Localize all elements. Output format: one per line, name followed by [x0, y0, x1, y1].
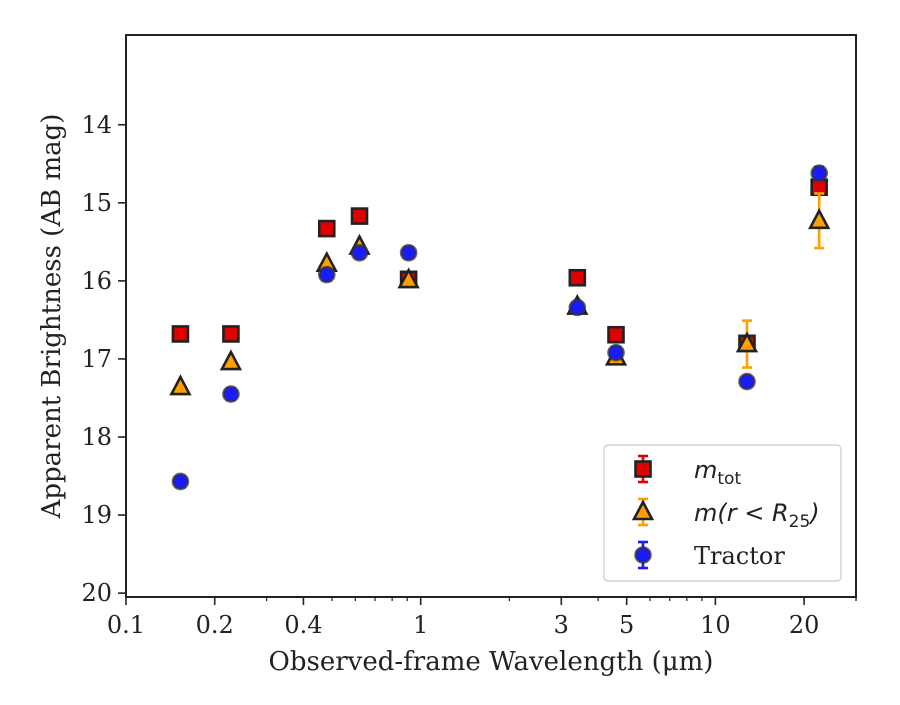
- y-axis-ticks: 14 15 16 17 18 19 20: [81, 111, 126, 607]
- square-marker: [171, 325, 190, 343]
- square-marker: [607, 325, 625, 344]
- square-marker: [317, 219, 336, 238]
- y-tick-label: 19: [81, 501, 112, 529]
- triangle-marker: [735, 331, 759, 353]
- triangle-marker: [631, 499, 655, 521]
- circle-marker: [399, 243, 418, 262]
- square-marker: [568, 268, 587, 287]
- circle-marker: [607, 343, 625, 362]
- series-square: [171, 178, 828, 353]
- x-tick-label: 20: [789, 611, 820, 639]
- x-axis-label: Observed-frame Wavelength (μm): [269, 647, 714, 677]
- square-marker: [350, 207, 369, 225]
- y-tick-label: 15: [81, 189, 112, 217]
- x-tick-label: 10: [700, 611, 731, 639]
- series-triangle: [169, 192, 831, 396]
- x-tick-label: 3: [554, 611, 569, 639]
- x-tick-label: 0.1: [107, 611, 145, 639]
- legend-label: mtot: [694, 456, 741, 489]
- x-tick-label: 5: [619, 611, 634, 639]
- legend: mtot m(r < R25) Tractor: [603, 444, 842, 582]
- circle-marker: [738, 372, 756, 391]
- y-axis-label: Apparent Brightness (AB mag): [37, 114, 67, 520]
- triangle-marker: [169, 374, 192, 396]
- series-circle: [171, 164, 828, 491]
- x-axis-ticks: 0.1 0.2 0.4 1 3 5 10 20: [107, 597, 857, 639]
- circle-marker: [568, 298, 587, 317]
- y-tick-label: 18: [81, 423, 112, 451]
- legend-label: Tractor: [694, 542, 785, 570]
- x-tick-label: 1: [413, 611, 428, 639]
- triangle-marker: [219, 349, 243, 371]
- circle-marker: [317, 265, 336, 284]
- triangle-marker: [397, 267, 420, 289]
- y-tick-label: 14: [81, 111, 112, 139]
- x-tick-label: 0.2: [196, 611, 234, 639]
- triangle-marker: [808, 207, 831, 230]
- square-marker: [222, 325, 240, 343]
- circle-marker: [810, 164, 828, 182]
- legend-label: m(r < R25): [694, 499, 820, 532]
- circle-marker: [350, 243, 369, 262]
- y-tick-label: 17: [81, 345, 112, 373]
- y-tick-label: 20: [81, 579, 112, 607]
- plot-frame: [125, 34, 857, 598]
- square-marker: [634, 460, 652, 478]
- legend-box: [603, 444, 842, 582]
- circle-marker: [171, 472, 190, 491]
- circle-marker: [634, 546, 652, 564]
- circle-marker: [222, 385, 240, 403]
- data-marks: [169, 164, 831, 491]
- y-tick-label: 16: [81, 267, 112, 295]
- x-tick-label: 0.4: [284, 611, 322, 639]
